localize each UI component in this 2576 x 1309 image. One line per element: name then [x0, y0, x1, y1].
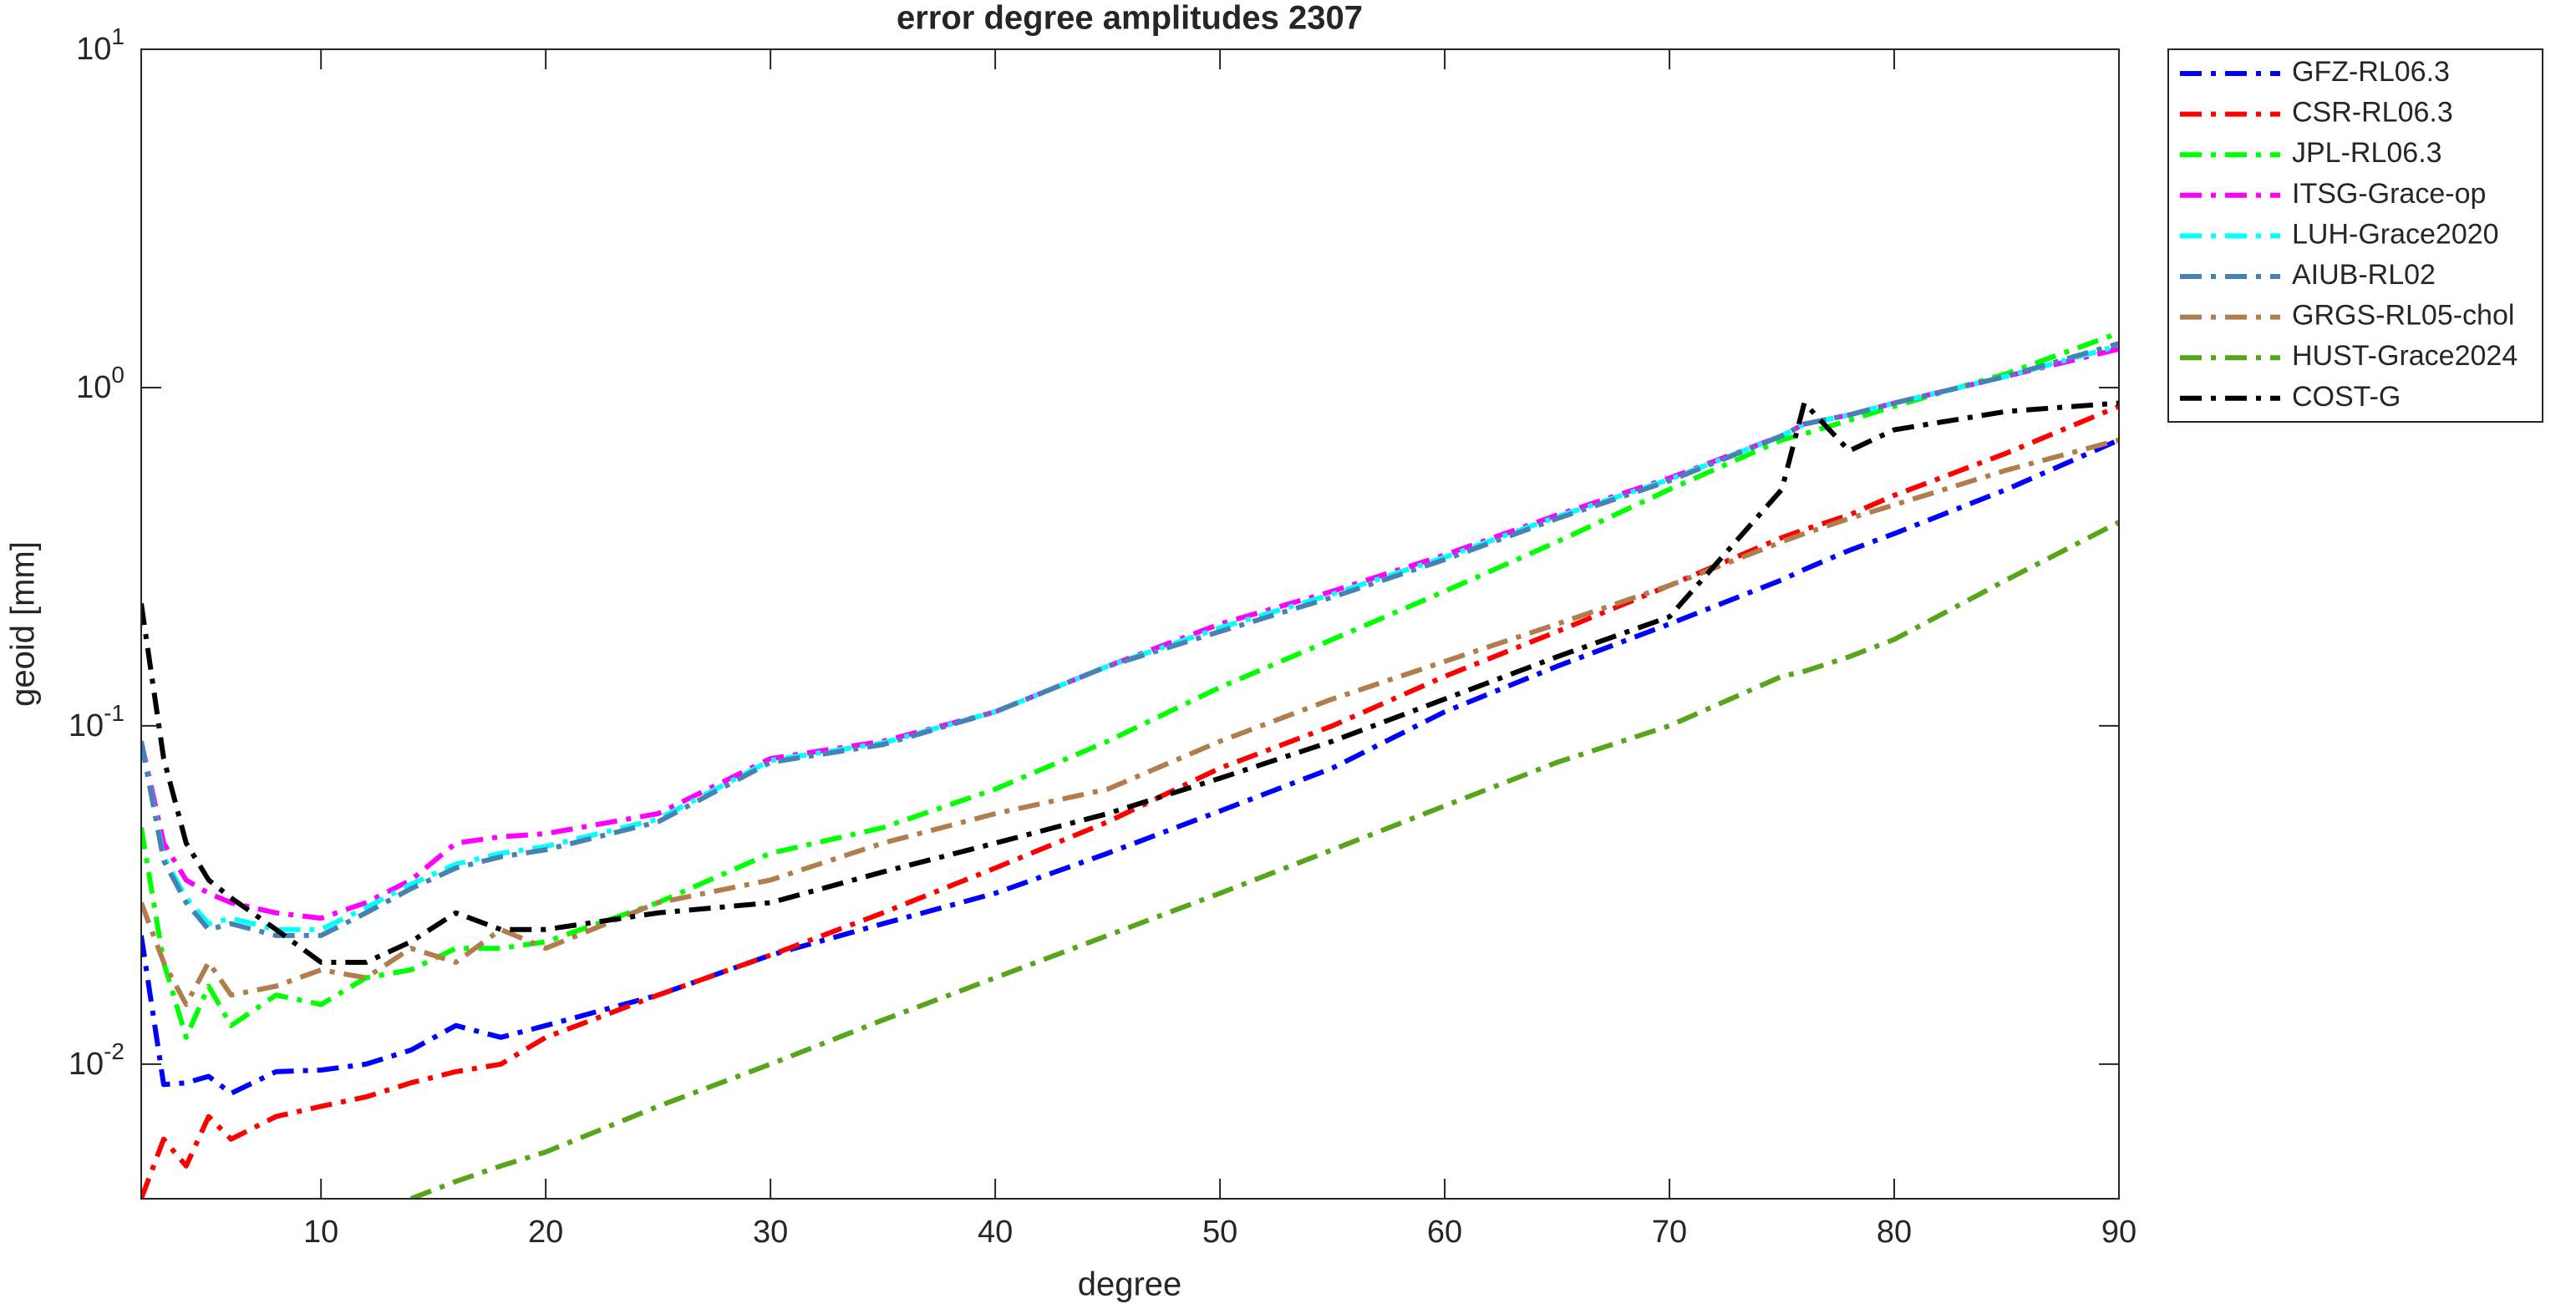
series-line: [141, 400, 2119, 965]
x-tick-label: 60: [1427, 1215, 1462, 1250]
chart-title: error degree amplitudes 2307: [897, 0, 1363, 37]
legend-label: LUH-Grace2020: [2292, 218, 2499, 250]
series-line: [141, 342, 2119, 932]
legend-label: JPL-RL06.3: [2292, 137, 2442, 169]
x-tick-label: 80: [1877, 1215, 1912, 1250]
legend-label: HUST-Grace2024: [2292, 340, 2518, 372]
y-tick-exponent: 1: [111, 23, 124, 49]
y-tick-label: 10-2: [69, 1038, 124, 1082]
y-tick-exponent: -1: [104, 700, 124, 726]
y-tick-exponent: 0: [111, 362, 124, 388]
y-tick-label: 10-1: [69, 700, 124, 743]
y-tick-base: 10: [76, 32, 111, 67]
legend-label: CSR-RL06.3: [2292, 97, 2453, 129]
series-line: [141, 437, 2119, 1096]
plot-area: [141, 330, 2119, 1199]
y-tick-base: 10: [69, 708, 104, 743]
series-line: [141, 437, 2119, 1007]
legend-label: ITSG-Grace-op: [2292, 178, 2486, 210]
y-tick-label: 100: [76, 362, 124, 405]
x-axis-label: degree: [1078, 1266, 1182, 1303]
y-axis-label: geoid [mm]: [5, 541, 42, 707]
y-tick-base: 10: [69, 1047, 104, 1082]
x-tick-label: 40: [978, 1215, 1013, 1250]
x-tick-label: 70: [1652, 1215, 1687, 1250]
legend-label: AIUB-RL02: [2292, 259, 2436, 291]
x-tick-label: 10: [303, 1215, 338, 1250]
legend-label: COST-G: [2292, 381, 2401, 413]
y-tick-base: 10: [76, 370, 111, 405]
axes-box: [140, 48, 2120, 1200]
y-tick-exponent: -2: [104, 1038, 124, 1064]
legend-label: GRGS-RL05-chol: [2292, 300, 2514, 332]
x-tick-label: 30: [753, 1215, 788, 1250]
x-tick-label: 50: [1202, 1215, 1237, 1250]
series-line: [141, 341, 2119, 938]
legend-label: GFZ-RL06.3: [2292, 56, 2450, 88]
x-tick-label: 20: [528, 1215, 563, 1250]
x-tick-label: 90: [2101, 1215, 2137, 1250]
y-tick-label: 101: [76, 23, 124, 67]
legend: GFZ-RL06.3 CSR-RL06.3 JPL-RL06.3 ITSG-Grace…: [2167, 48, 2543, 423]
series-line: [141, 403, 2119, 1199]
